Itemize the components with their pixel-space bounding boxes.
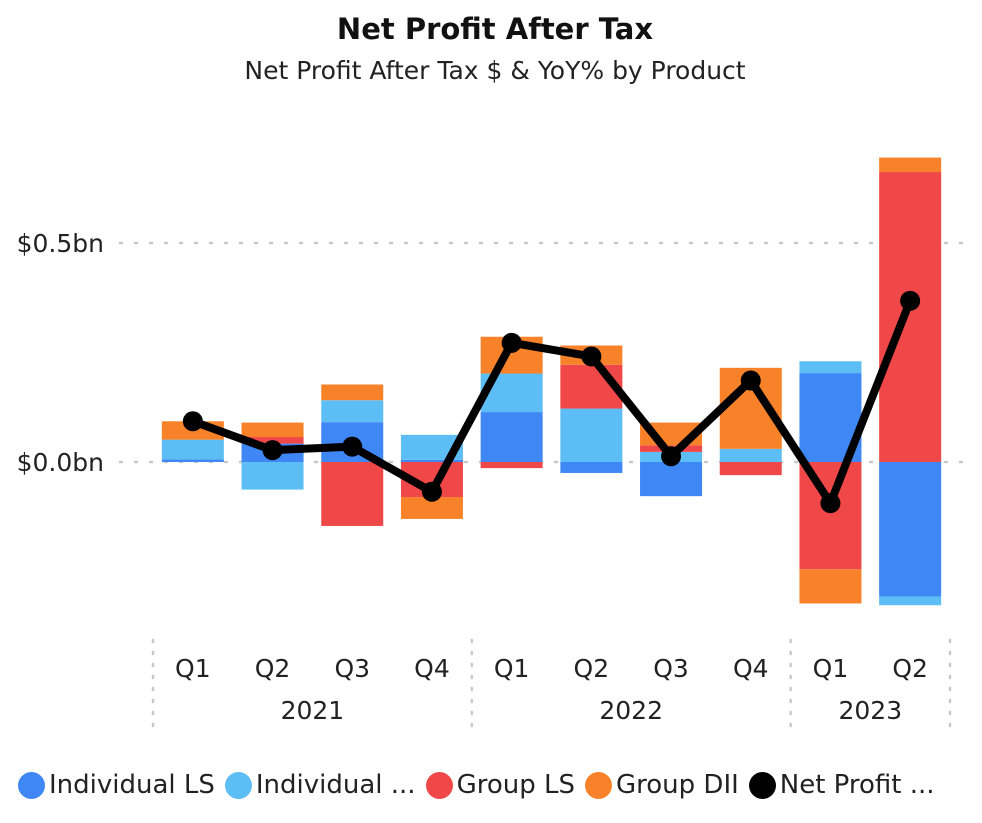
- net-profit-point: [900, 290, 921, 311]
- bar-segment: [879, 157, 942, 173]
- bar-segment: [799, 361, 862, 374]
- year-label: 2022: [599, 696, 663, 725]
- x-tick-label: Q4: [414, 654, 450, 683]
- y-tick-label: $0.0bn: [17, 448, 104, 477]
- net-profit-point: [501, 332, 522, 353]
- x-tick-label: Q2: [892, 654, 928, 683]
- legend: Individual LS Individual ... Group LS Gr…: [18, 770, 935, 800]
- legend-item-group-dii[interactable]: Group DII: [585, 770, 739, 800]
- legend-item-individual-other[interactable]: Individual ...: [224, 770, 416, 800]
- legend-marker: [18, 771, 45, 799]
- legend-label: Individual LS: [49, 770, 215, 800]
- bar-segment: [321, 400, 384, 423]
- y-tick-label: $0.5bn: [17, 229, 104, 258]
- x-tick-label: Q3: [334, 654, 370, 683]
- x-tick-label: Q3: [653, 654, 689, 683]
- bar-segment: [321, 384, 384, 401]
- net-profit-point: [342, 436, 363, 457]
- bar-segment: [161, 459, 224, 462]
- bar-segment: [799, 462, 862, 570]
- legend-marker: [748, 771, 776, 799]
- legend-label: Individual ...: [255, 770, 416, 800]
- bar-segment: [480, 462, 543, 469]
- legend-label: Net Profit ...: [779, 770, 935, 800]
- year-label: 2023: [838, 696, 902, 725]
- bar-segment: [879, 596, 942, 606]
- legend-item-individual-ls[interactable]: Individual LS: [18, 770, 215, 800]
- bar-segment: [560, 462, 623, 473]
- legend-marker: [585, 771, 612, 799]
- x-tick-label: Q1: [494, 654, 530, 683]
- net-profit-point: [262, 440, 283, 461]
- bar-segment: [640, 462, 703, 497]
- year-label: 2021: [281, 696, 345, 725]
- legend-label: Group LS: [456, 770, 575, 800]
- legend-item-group-ls[interactable]: Group LS: [425, 770, 575, 800]
- x-tick-label: Q2: [574, 654, 610, 683]
- chart-subtitle: Net Profit After Tax $ & YoY% by Product: [244, 56, 746, 85]
- bar-segment: [879, 462, 942, 597]
- legend-label: Group DII: [616, 770, 739, 800]
- net-profit-point: [421, 481, 442, 502]
- net-profit-point: [581, 346, 602, 367]
- x-tick-label: Q1: [175, 654, 211, 683]
- bar-segment: [400, 497, 463, 519]
- bar-segment: [879, 172, 942, 462]
- chart-title: Net Profit After Tax: [336, 12, 654, 46]
- legend-item-net-profit[interactable]: Net Profit ...: [748, 770, 935, 800]
- x-tick-label: Q4: [733, 654, 769, 683]
- net-profit-point: [740, 370, 761, 391]
- net-profit-line: [191, 299, 914, 508]
- bar-segment: [321, 462, 384, 526]
- bar-segment: [400, 459, 463, 462]
- net-profit-point: [661, 446, 682, 467]
- legend-marker: [224, 771, 252, 799]
- bar-segment: [799, 569, 862, 604]
- bar-segment: [480, 412, 543, 462]
- bar-segment: [719, 462, 782, 476]
- bar-segment: [241, 422, 304, 438]
- bar-segment: [241, 462, 304, 490]
- x-tick-label: Q1: [813, 654, 849, 683]
- x-tick-label: Q2: [255, 654, 291, 683]
- net-profit-point: [182, 411, 203, 432]
- bar-segment: [560, 408, 623, 462]
- bar-segment: [719, 448, 782, 462]
- net-profit-point: [820, 493, 841, 514]
- legend-marker: [425, 771, 453, 799]
- bar-segment: [161, 439, 224, 460]
